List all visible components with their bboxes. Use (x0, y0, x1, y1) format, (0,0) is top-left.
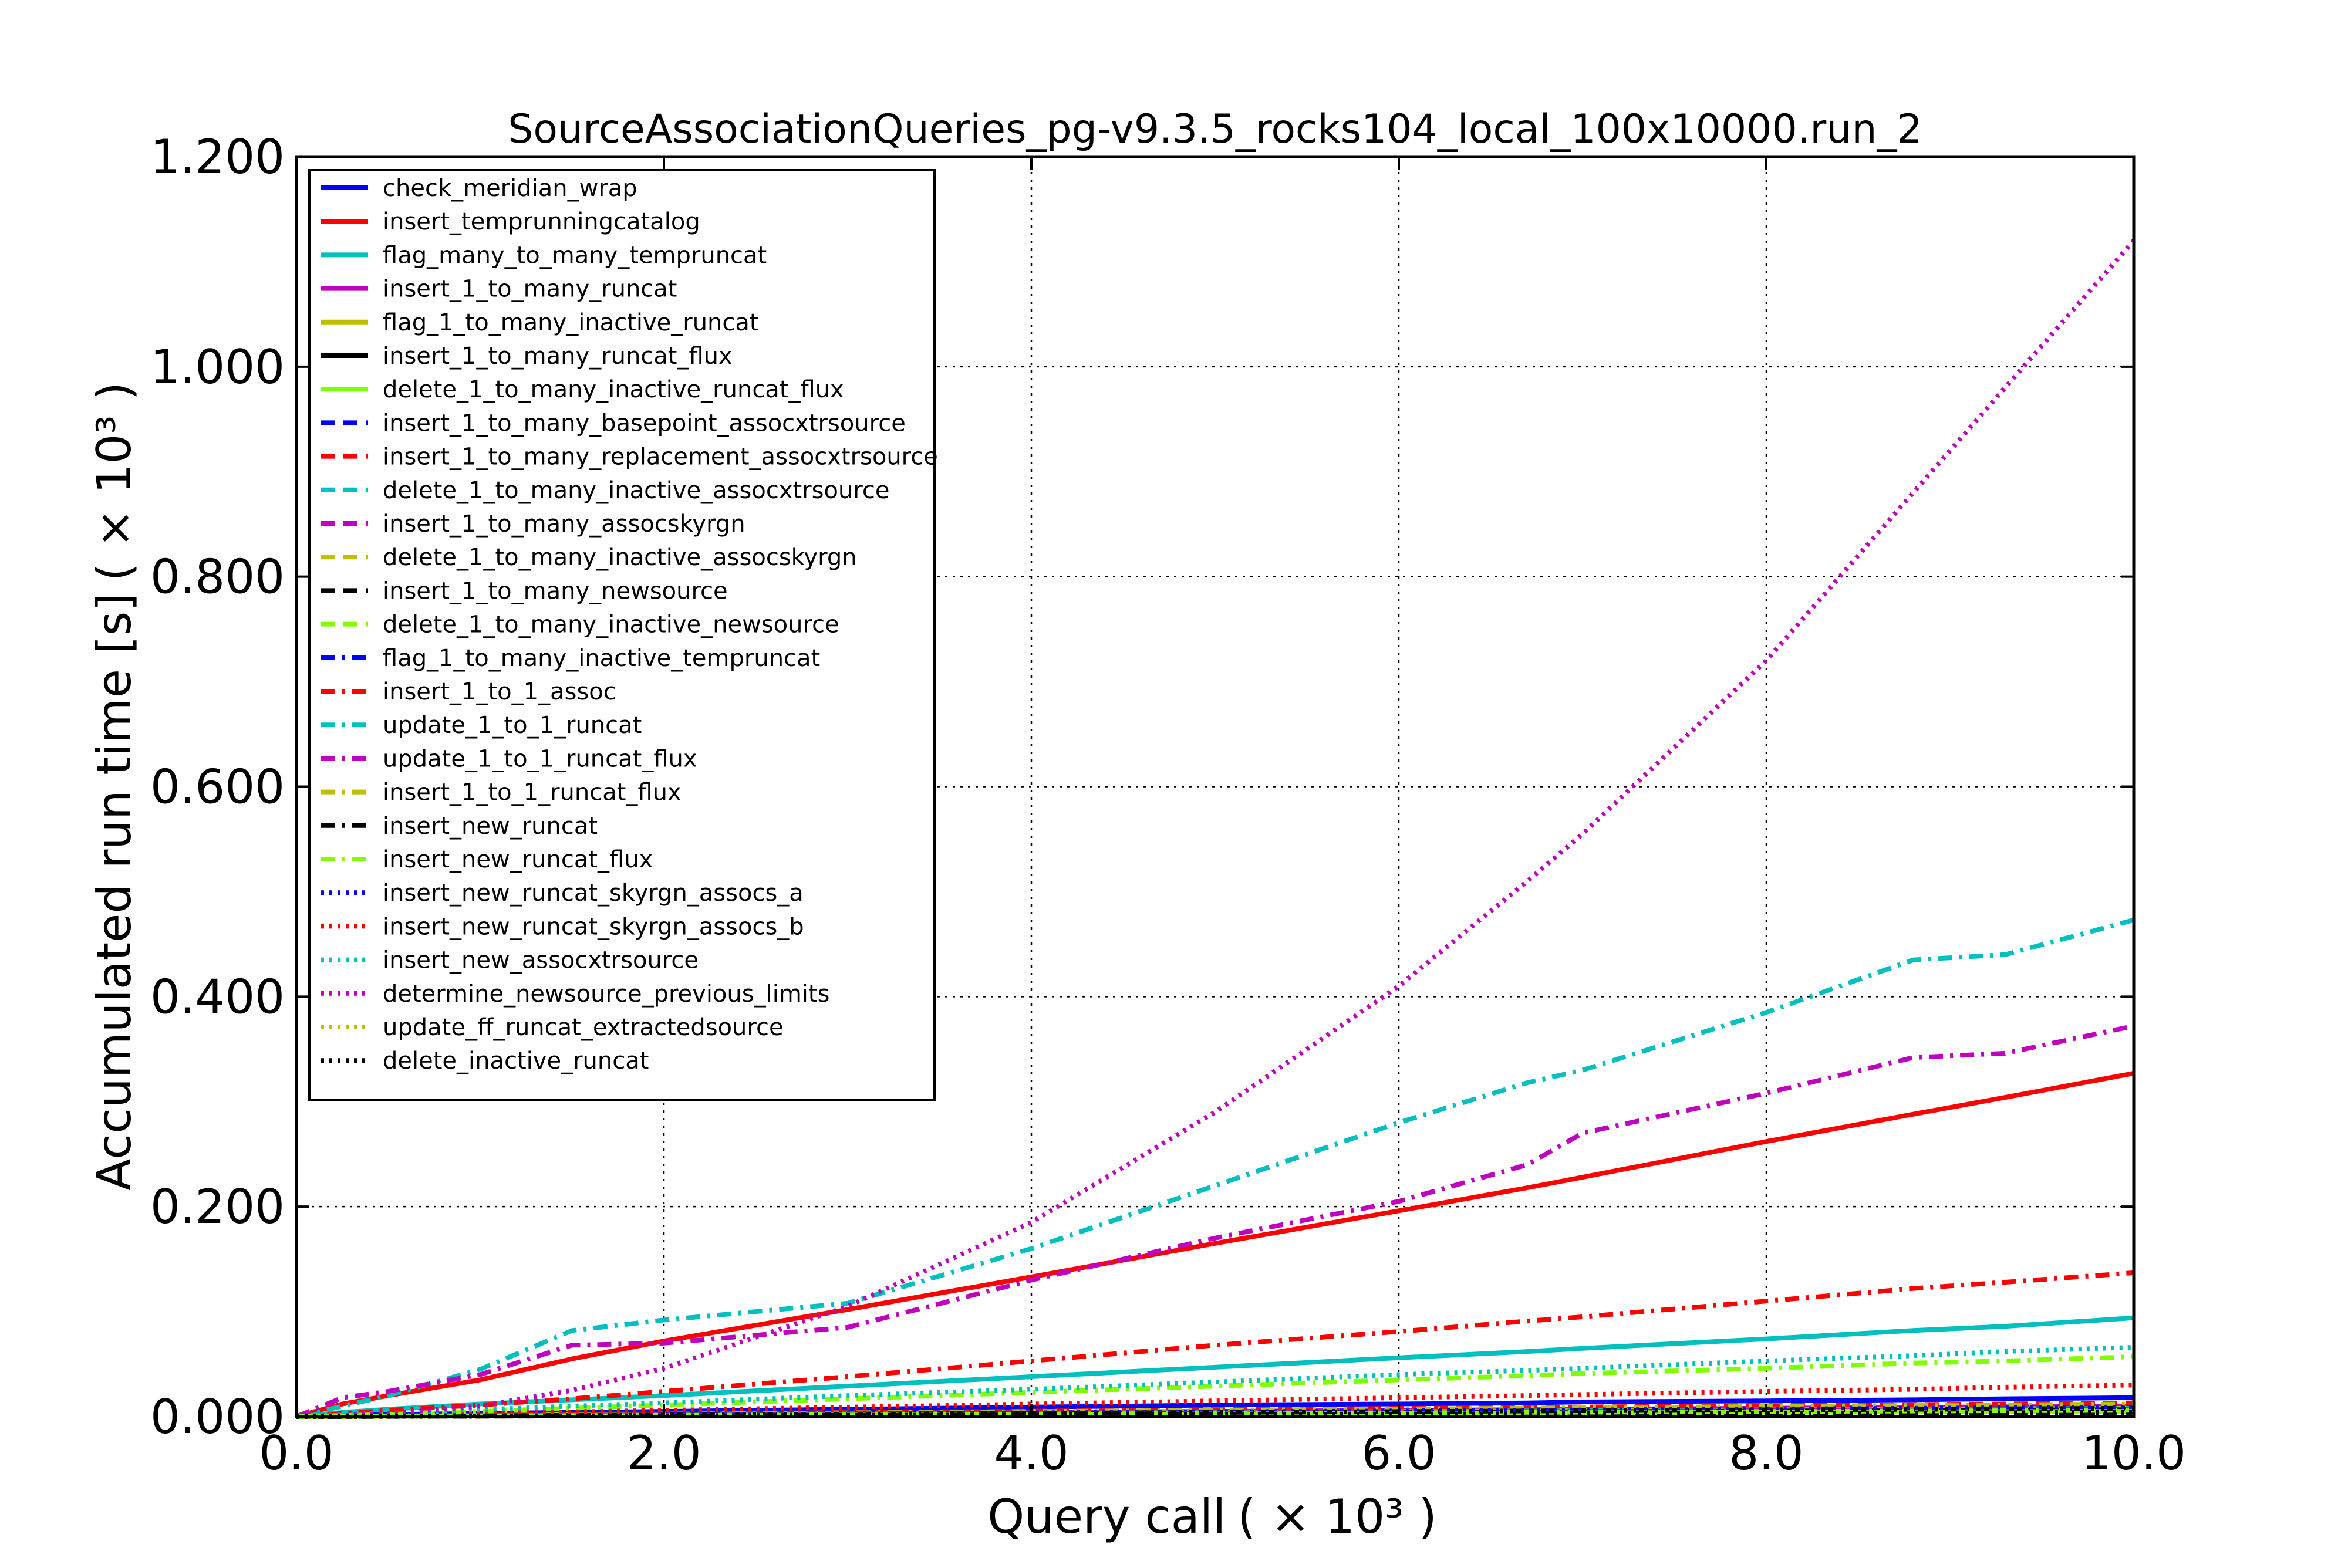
y-tick-label: 0.000 (150, 1390, 285, 1444)
legend-label: insert_1_to_many_basepoint_assocxtrsourc… (383, 410, 906, 437)
y-tick-label: 0.400 (150, 969, 285, 1024)
y-axis-label-group: Accumulated run time [s] ( × 10³ ) (87, 382, 141, 1191)
x-axis-label: Query call( × 10³ ) (987, 1489, 1437, 1544)
legend-label: insert_1_to_1_runcat_flux (383, 779, 682, 806)
x-axis-label-text: Query call (987, 1489, 1226, 1544)
y-axis-label-text: Accumulated run time [s] (87, 593, 141, 1191)
legend-label: insert_new_runcat_skyrgn_assocs_b (383, 913, 804, 940)
y-tick-label: 0.200 (150, 1180, 285, 1234)
legend-label: update_1_to_1_runcat (383, 712, 642, 739)
y-tick-label: 0.800 (150, 550, 285, 604)
x-tick-label: 10.0 (2082, 1426, 2186, 1481)
legend-label: delete_inactive_runcat (383, 1047, 649, 1074)
x-tick-label: 2.0 (626, 1426, 701, 1481)
legend-label: flag_1_to_many_inactive_runcat (383, 309, 759, 336)
legend-label: delete_1_to_many_inactive_runcat_flux (383, 376, 844, 403)
x-tick-label: 0.0 (259, 1426, 333, 1481)
legend-label: check_meridian_wrap (383, 175, 637, 202)
x-tick-label: 8.0 (1729, 1426, 1803, 1481)
chart-title: SourceAssociationQueries_pg-v9.3.5_rocks… (508, 106, 1922, 153)
x-axis-multiplier: ( × 10³ ) (1237, 1489, 1437, 1544)
y-tick-label: 1.200 (150, 130, 285, 184)
y-tick-label: 0.600 (150, 760, 285, 815)
legend-label: delete_1_to_many_inactive_assocskyrgn (383, 544, 857, 571)
x-axis-label-group: Query call( × 10³ ) (987, 1489, 1437, 1544)
legend-label: flag_many_to_many_tempruncat (383, 242, 767, 269)
legend-label: insert_new_runcat_skyrgn_assocs_a (383, 880, 804, 907)
legend-label: insert_1_to_many_runcat (383, 276, 677, 303)
ticks: 0.0 2.0 4.0 6.0 8.0 10.0 0.000 0.200 0.400 0.600 0… (150, 130, 2186, 1481)
legend-label: insert_1_to_1_assoc (383, 678, 616, 705)
x-tick-label: 6.0 (1361, 1426, 1436, 1481)
series-line-insert-new-runcat-flux (296, 1354, 2134, 1419)
y-tick-label: 1.000 (150, 340, 285, 394)
legend-label: insert_1_to_many_assocskyrgn (383, 511, 745, 538)
legend-label: insert_temprunningcatalog (383, 208, 700, 235)
legend-label: determine_newsource_previous_limits (383, 981, 829, 1008)
legend-label: insert_1_to_many_runcat_flux (383, 343, 733, 370)
legend-box (308, 169, 936, 1101)
legend-label: delete_1_to_many_inactive_assocxtrsource (383, 477, 889, 504)
legend-label: insert_1_to_many_newsource (383, 577, 728, 604)
legend-label: insert_new_runcat_flux (383, 846, 653, 873)
legend-label: update_1_to_1_runcat_flux (383, 745, 697, 772)
legend-label: insert_new_assocxtrsource (383, 947, 699, 974)
series-line-insert-1-to-1-assoc (296, 1270, 2134, 1419)
series-line-update-1-to-1-runcat (296, 917, 2135, 1419)
y-axis-multiplier: ( × 10³ ) (87, 382, 141, 582)
x-tick-label: 4.0 (994, 1426, 1068, 1481)
legend-label: insert_1_to_many_replacement_assocxtrsou… (383, 444, 938, 471)
legend-label: insert_new_runcat (383, 813, 598, 840)
legend-label: update_ff_runcat_extractedsource (383, 1014, 784, 1041)
legend-label: flag_1_to_many_inactive_tempruncat (383, 645, 820, 672)
series-line-update-1-to-1-runcat-flux (295, 1023, 2134, 1419)
y-axis-label: Accumulated run time [s] ( × 10³ ) (87, 382, 141, 1191)
legend-label: delete_1_to_many_inactive_newsource (383, 611, 839, 638)
legend: check_meridian_wrap insert_temprunningcat… (308, 169, 938, 1101)
